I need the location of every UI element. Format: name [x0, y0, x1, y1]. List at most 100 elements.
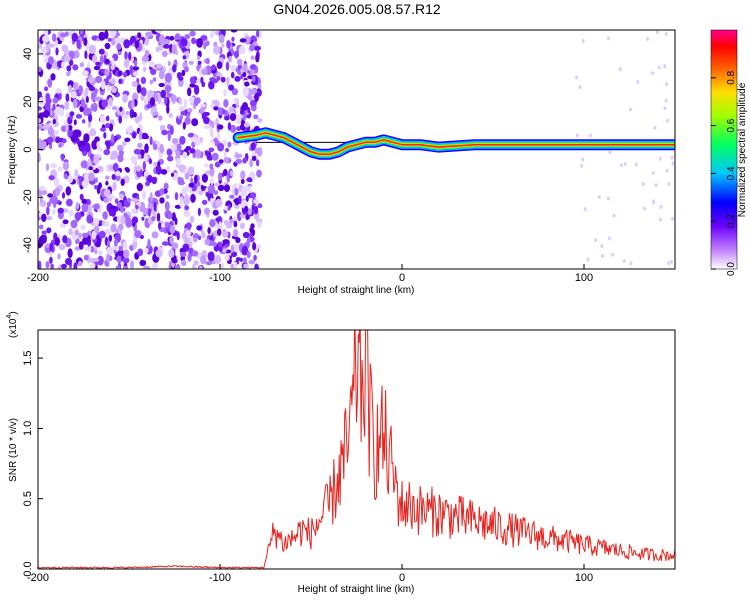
heatmap-cell [95, 61, 101, 66]
heatmap-cell [68, 84, 72, 94]
heatmap-cell [670, 155, 674, 160]
heatmap-cell [249, 192, 257, 199]
heatmap-cell [153, 201, 157, 212]
heatmap-cell [222, 239, 230, 245]
heatmap-cell [583, 207, 587, 212]
heatmap-cell [187, 87, 192, 97]
heatmap-cell [96, 234, 100, 244]
heatmap-cell [87, 77, 94, 83]
heatmap-cell [651, 171, 655, 175]
heatmap-cell [85, 96, 89, 103]
colorbar-tick-label: 0.4 [726, 166, 737, 180]
heatmap-cell [161, 124, 166, 130]
heatmap-cell [182, 151, 188, 159]
heatmap-cell [665, 82, 669, 87]
heatmap-cell [88, 85, 96, 92]
heatmap-cell [171, 258, 178, 264]
heatmap-cell [233, 229, 238, 238]
heatmap-cell [152, 111, 159, 116]
heatmap-cell [71, 32, 79, 43]
heatmap-cell [95, 241, 101, 248]
heatmap-cell [94, 184, 98, 190]
heatmap-cell [70, 134, 78, 143]
heatmap-cell [608, 236, 611, 241]
heatmap-cell [664, 31, 668, 36]
heatmap-cell [63, 173, 68, 179]
heatmap-cell [667, 182, 671, 186]
heatmap-cell [653, 125, 657, 130]
heatmap-cell [234, 159, 243, 164]
heatmap-cell [667, 261, 671, 266]
heatmap-cell [52, 97, 59, 104]
heatmap-cell [139, 259, 147, 267]
heatmap-cell [98, 230, 106, 239]
heatmap-cell [88, 44, 97, 54]
heatmap-cell [184, 66, 189, 73]
heatmap-cell [171, 242, 179, 250]
heatmap-cell [108, 97, 113, 106]
heatmap-cell [104, 228, 112, 235]
heatmap-cell [70, 219, 78, 229]
heatmap-cell [250, 64, 257, 70]
heatmap-cell [86, 214, 93, 224]
heatmap-cell [207, 251, 215, 262]
heatmap-cell [78, 241, 84, 250]
heatmap-cell [47, 193, 54, 198]
heatmap-cell [234, 114, 242, 124]
heatmap-cell [234, 204, 240, 210]
heatmap-cell [123, 59, 130, 68]
heatmap-cell [144, 247, 149, 254]
heatmap-cell [628, 107, 632, 112]
heatmap-cell [81, 180, 89, 188]
y-tick-label: 0.0 [22, 561, 34, 576]
heatmap-cell [143, 170, 149, 177]
heatmap-cell [245, 195, 249, 202]
heatmap-cell [251, 204, 255, 211]
heatmap-cell [233, 220, 238, 228]
heatmap-cell [178, 105, 186, 112]
heatmap-cell [227, 204, 231, 211]
heatmap-cell [597, 195, 601, 199]
heatmap-cell [83, 37, 88, 46]
heatmap-cell [243, 257, 247, 264]
heatmap-cell [108, 123, 114, 132]
heatmap-cell [110, 37, 116, 46]
heatmap-cell [111, 86, 117, 94]
heatmap-cell [178, 180, 185, 186]
snr-multiplier: (x104) [6, 311, 19, 338]
x-tick-label: -100 [209, 272, 231, 284]
heatmap-cell [169, 235, 174, 245]
heatmap-cell [89, 128, 97, 137]
heatmap-cell [143, 134, 149, 140]
heatmap-cell [129, 65, 133, 75]
heatmap-cell [218, 159, 224, 164]
heatmap-cell [120, 178, 125, 186]
heatmap-cell [68, 228, 73, 236]
heatmap-cell [137, 153, 142, 160]
heatmap-cell [169, 35, 175, 41]
heatmap-cell [47, 78, 53, 88]
heatmap-cell [149, 136, 153, 146]
heatmap-cell [131, 208, 137, 214]
heatmap-cell [164, 201, 170, 211]
heatmap-cell [72, 82, 78, 90]
snr-panel: -200 -100 0 100 0.0 0.5 1.0 1.5 Height of stra… [6, 311, 676, 595]
heatmap-cell [222, 108, 226, 115]
heatmap-cell [164, 72, 172, 83]
y-tick-label: 40 [22, 48, 34, 60]
heatmap-cell [167, 60, 171, 67]
heatmap-cell [69, 111, 75, 117]
heatmap-cell [256, 30, 260, 38]
heatmap-cell [79, 145, 86, 152]
heatmap-cell [41, 230, 47, 235]
heatmap-cell [132, 66, 140, 71]
heatmap-cell [149, 192, 153, 202]
heatmap-cell [68, 209, 74, 217]
heatmap-cell [196, 225, 203, 231]
heatmap-cell [157, 115, 163, 121]
heatmap-cell [150, 97, 155, 106]
heatmap-cell [176, 263, 181, 269]
heatmap-cell [658, 156, 662, 161]
heatmap-cell [72, 98, 78, 109]
colorbar-label: Normalized spectral amplitude [737, 82, 748, 217]
